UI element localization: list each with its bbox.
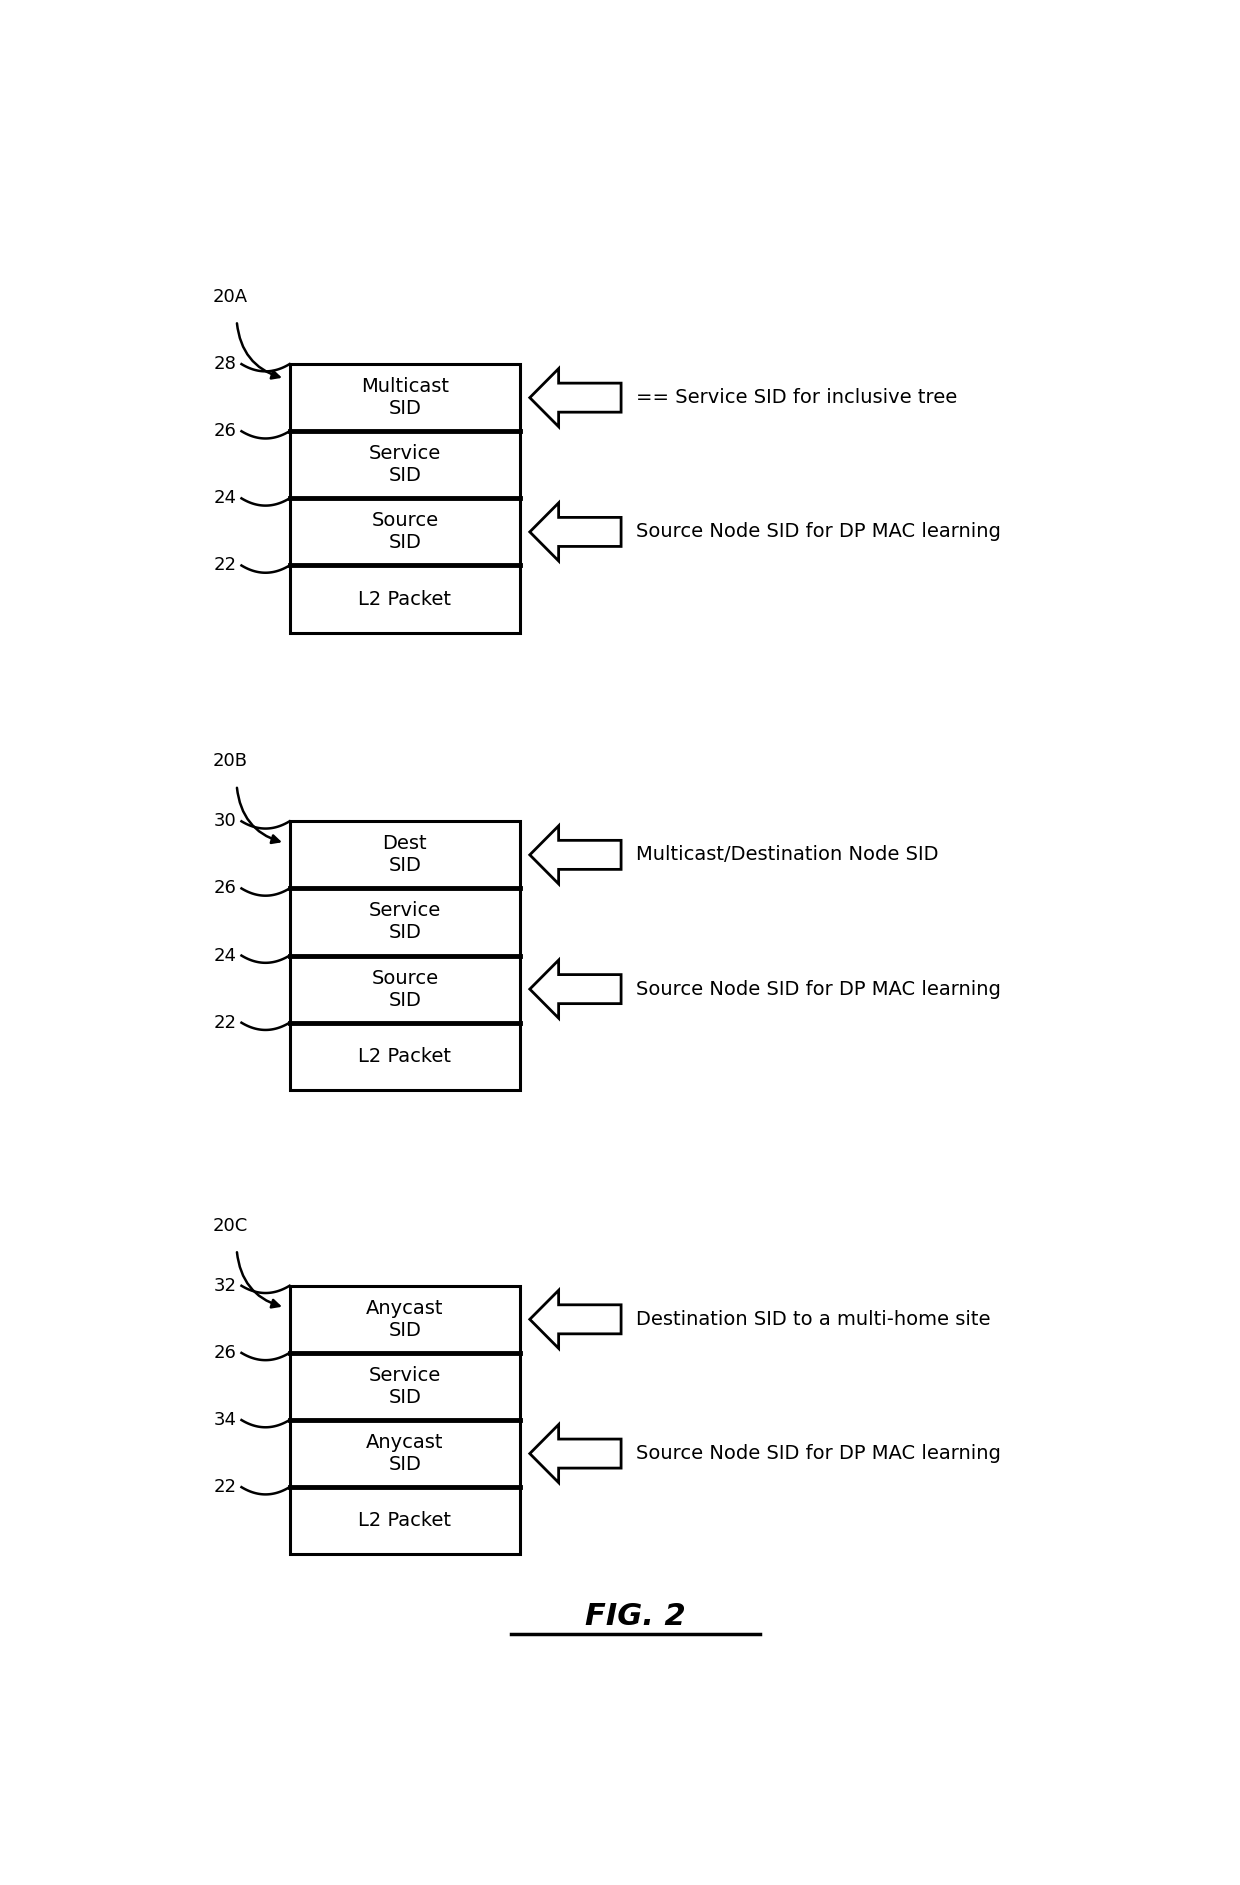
Bar bbox=[290, 822, 521, 1090]
Text: 30: 30 bbox=[215, 812, 237, 829]
Text: 26: 26 bbox=[213, 422, 237, 441]
Polygon shape bbox=[529, 826, 621, 884]
Text: Source Node SID for DP MAC learning: Source Node SID for DP MAC learning bbox=[635, 980, 1001, 999]
Text: 22: 22 bbox=[213, 1014, 237, 1031]
Polygon shape bbox=[529, 959, 621, 1018]
Polygon shape bbox=[529, 369, 621, 426]
Text: 24: 24 bbox=[213, 490, 237, 507]
Text: Source
SID: Source SID bbox=[371, 969, 439, 1010]
Text: 20A: 20A bbox=[213, 288, 248, 305]
Text: L2 Packet: L2 Packet bbox=[358, 1046, 451, 1065]
Text: 34: 34 bbox=[213, 1412, 237, 1429]
Text: 32: 32 bbox=[213, 1276, 237, 1295]
Polygon shape bbox=[529, 503, 621, 562]
Text: Multicast/Destination Node SID: Multicast/Destination Node SID bbox=[635, 844, 937, 865]
Bar bbox=[290, 364, 521, 633]
Text: 28: 28 bbox=[213, 354, 237, 373]
Text: 22: 22 bbox=[213, 556, 237, 575]
Text: 20B: 20B bbox=[213, 752, 248, 771]
Text: 26: 26 bbox=[213, 1344, 237, 1361]
Text: Destination SID to a multi-home site: Destination SID to a multi-home site bbox=[635, 1310, 990, 1329]
Text: Anycast
SID: Anycast SID bbox=[366, 1299, 444, 1340]
Text: 20C: 20C bbox=[213, 1218, 248, 1235]
Text: L2 Packet: L2 Packet bbox=[358, 1512, 451, 1531]
Text: Anycast
SID: Anycast SID bbox=[366, 1433, 444, 1474]
Text: 24: 24 bbox=[213, 946, 237, 965]
Text: Service
SID: Service SID bbox=[368, 1367, 441, 1406]
Text: Source
SID: Source SID bbox=[371, 511, 439, 552]
Text: FIG. 2: FIG. 2 bbox=[585, 1602, 686, 1631]
Text: Service
SID: Service SID bbox=[368, 445, 441, 484]
Bar bbox=[290, 1286, 521, 1555]
Text: Service
SID: Service SID bbox=[368, 901, 441, 942]
Text: L2 Packet: L2 Packet bbox=[358, 590, 451, 609]
Text: 26: 26 bbox=[213, 880, 237, 897]
Text: Source Node SID for DP MAC learning: Source Node SID for DP MAC learning bbox=[635, 522, 1001, 541]
Text: Multicast
SID: Multicast SID bbox=[361, 377, 449, 418]
Text: Dest
SID: Dest SID bbox=[383, 835, 427, 875]
Text: Source Node SID for DP MAC learning: Source Node SID for DP MAC learning bbox=[635, 1444, 1001, 1463]
Text: 22: 22 bbox=[213, 1478, 237, 1497]
Polygon shape bbox=[529, 1425, 621, 1483]
Text: == Service SID for inclusive tree: == Service SID for inclusive tree bbox=[635, 388, 957, 407]
Polygon shape bbox=[529, 1291, 621, 1348]
